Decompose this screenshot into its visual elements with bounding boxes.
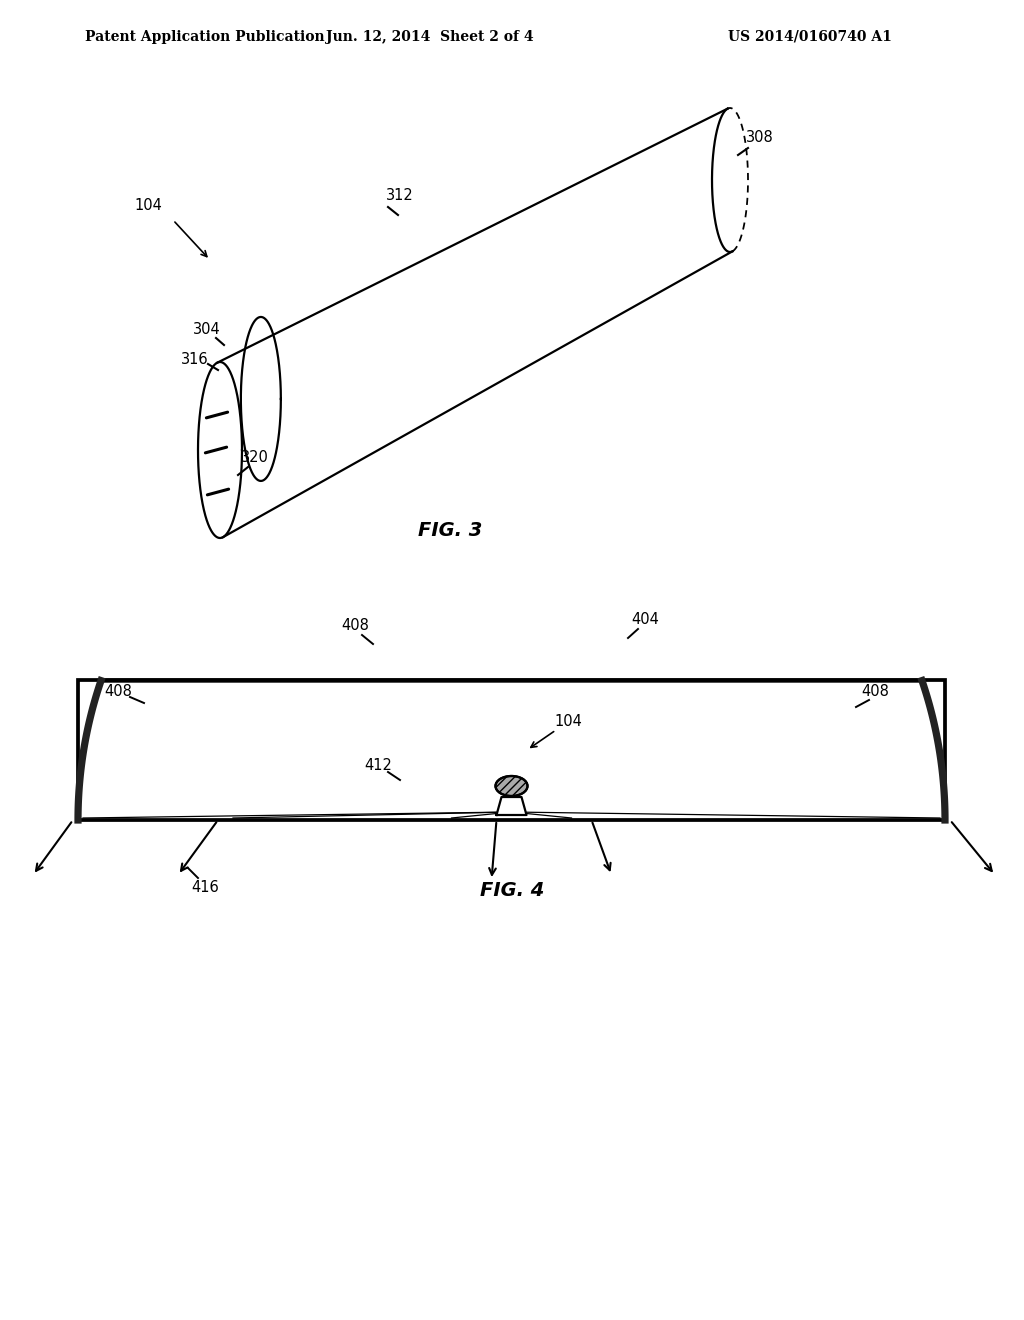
Text: 104: 104 (554, 714, 582, 730)
Text: Patent Application Publication: Patent Application Publication (85, 30, 325, 44)
Text: 404: 404 (631, 612, 658, 627)
Text: 104: 104 (134, 198, 162, 213)
Text: 408: 408 (341, 618, 369, 632)
Text: 408: 408 (104, 685, 132, 700)
Text: 412: 412 (365, 758, 392, 772)
Text: 408: 408 (861, 685, 889, 700)
Text: 416: 416 (191, 880, 219, 895)
Ellipse shape (496, 776, 527, 796)
Polygon shape (497, 797, 526, 814)
Bar (78, 680, 945, 820)
Text: 316: 316 (181, 352, 209, 367)
Text: 320: 320 (241, 450, 269, 466)
Text: 308: 308 (746, 129, 774, 144)
Text: Jun. 12, 2014  Sheet 2 of 4: Jun. 12, 2014 Sheet 2 of 4 (327, 30, 534, 44)
Text: FIG. 3: FIG. 3 (418, 520, 482, 540)
Text: FIG. 4: FIG. 4 (480, 880, 544, 899)
Text: 304: 304 (194, 322, 221, 338)
Text: 312: 312 (386, 187, 414, 202)
Text: US 2014/0160740 A1: US 2014/0160740 A1 (728, 30, 892, 44)
